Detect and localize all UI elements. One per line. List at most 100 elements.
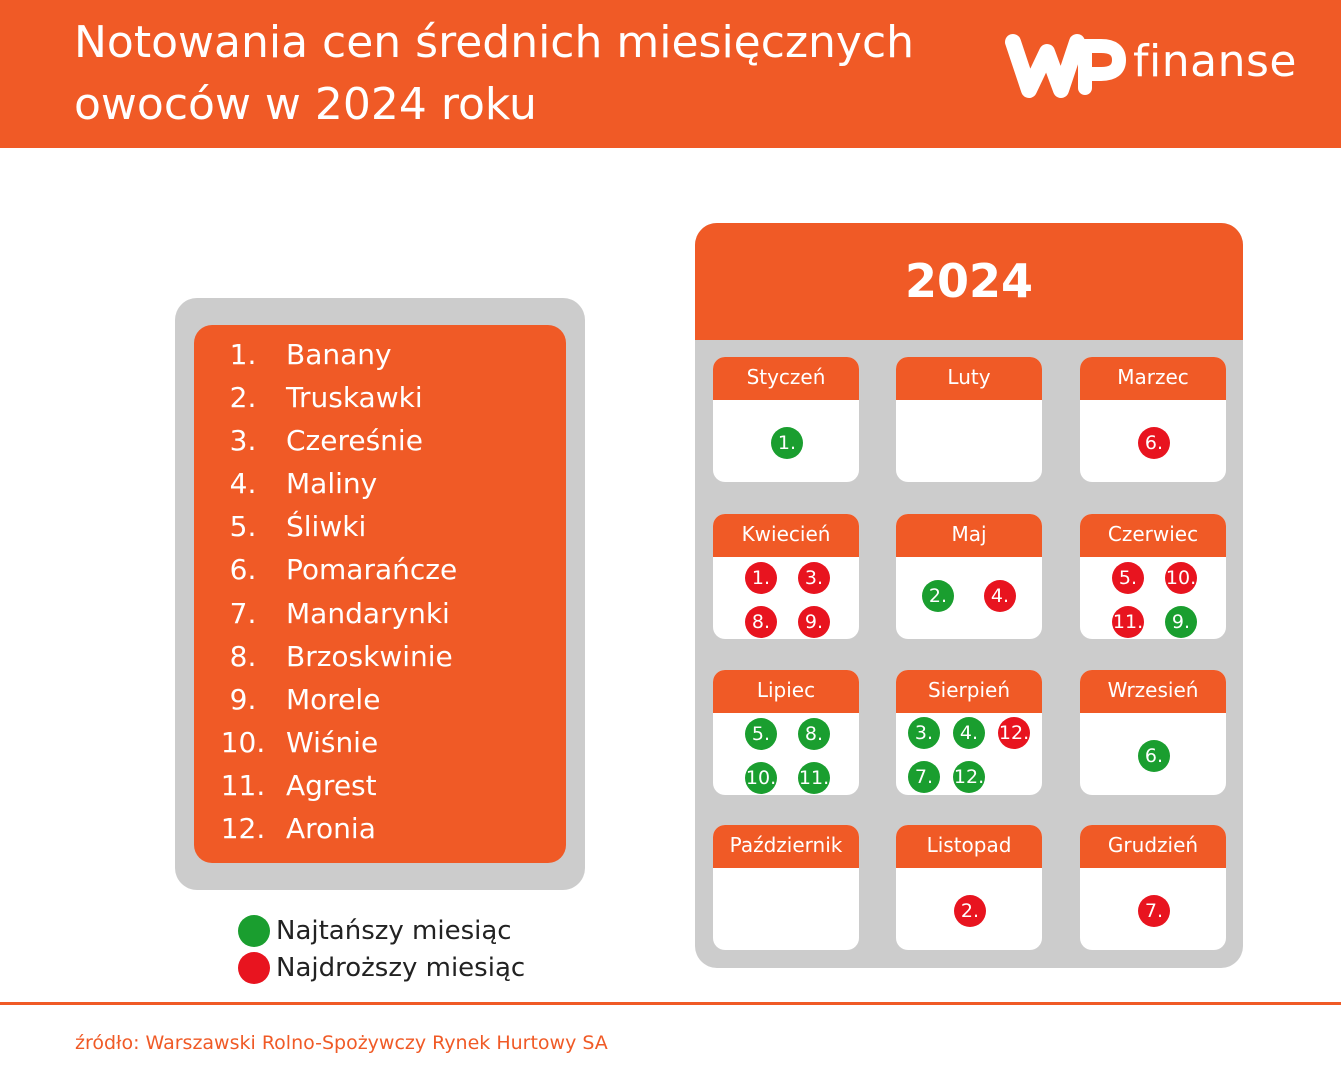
fruit-name: Maliny [286,467,378,500]
month-card: Maj 2. 4. [896,514,1042,639]
cheapest-marker: 9. [1165,606,1197,638]
cheapest-marker: 2. [922,580,954,612]
most-expensive-marker: 3. [798,562,830,594]
fruit-number: 10. [220,726,266,759]
most-expensive-marker: 4. [984,580,1016,612]
month-card: Czerwiec 5. 10. 11. 9. [1080,514,1226,639]
fruit-number: 2. [229,381,257,414]
fruit-item: 11. Agrest [194,764,566,807]
fruit-item: 7. Mandarynki [194,592,566,635]
cheapest-marker: 6. [1138,740,1170,772]
month-name: Sierpień [896,670,1042,713]
fruit-item: 2. Truskawki [194,376,566,419]
most-expensive-marker: 7. [1138,895,1170,927]
calendar: 2024 Styczeń 1. Luty Marzec 6. Kwiecień 1. 3. 8.… [695,223,1243,968]
fruit-number: 12. [220,812,266,845]
month-card: Marzec 6. [1080,357,1226,482]
fruit-name: Brzoskwinie [286,640,453,673]
cheapest-marker: 12. [953,761,985,793]
fruit-name: Aronia [286,812,376,845]
month-name: Czerwiec [1080,514,1226,557]
month-card: Październik [713,825,859,950]
most-expensive-marker: 10. [1165,562,1197,594]
fruit-item: 6. Pomarańcze [194,548,566,591]
fruit-item: 12. Aronia [194,807,566,850]
fruit-item: 3. Czereśnie [194,419,566,462]
cheapest-marker: 1. [771,427,803,459]
header-banner: Notowania cen średnich miesięcznych owoc… [0,0,1341,148]
month-name: Styczeń [713,357,859,400]
most-expensive-marker: 11. [1112,606,1144,638]
fruit-number: 8. [229,640,257,673]
fruit-number: 3. [229,424,257,457]
month-name: Luty [896,357,1042,400]
month-card: Listopad 2. [896,825,1042,950]
cheapest-marker: 4. [953,717,985,749]
month-name: Lipiec [713,670,859,713]
cheapest-marker: 11. [798,762,830,794]
fruit-name: Wiśnie [286,726,379,759]
footer-divider [0,1002,1341,1005]
most-expensive-marker: 6. [1138,427,1170,459]
fruit-number: 5. [229,510,257,543]
most-expensive-marker: 5. [1112,562,1144,594]
fruit-item: 1. Banany [194,333,566,376]
green-dot-icon [238,915,270,947]
month-card: Sierpień 3. 4. 12. 7. 12. [896,670,1042,795]
cheapest-marker: 3. [908,717,940,749]
calendar-year: 2024 [904,254,1034,308]
month-name: Marzec [1080,357,1226,400]
fruit-number: 9. [229,683,257,716]
cheapest-marker: 7. [908,761,940,793]
fruit-number: 7. [229,597,257,630]
most-expensive-marker: 9. [798,606,830,638]
fruit-name: Morele [286,683,381,716]
month-name: Wrzesień [1080,670,1226,713]
month-card: Wrzesień 6. [1080,670,1226,795]
fruit-name: Truskawki [286,381,423,414]
month-card: Styczeń 1. [713,357,859,482]
fruit-name: Czereśnie [286,424,423,457]
fruit-item: 8. Brzoskwinie [194,635,566,678]
month-name: Kwiecień [713,514,859,557]
month-card: Lipiec 5. 8. 10. 11. [713,670,859,795]
title-line-2: owoców w 2024 roku [74,79,537,130]
fruit-name: Banany [286,338,392,371]
page-title: Notowania cen średnich miesięcznych owoc… [74,12,974,136]
fruit-name: Śliwki [286,510,367,543]
fruit-item: 4. Maliny [194,462,566,505]
fruit-name: Mandarynki [286,597,450,630]
month-name: Grudzień [1080,825,1226,868]
wp-logo-icon [1005,34,1126,98]
fruit-list-panel [194,325,566,863]
title-line-1: Notowania cen średnich miesięcznych [74,17,915,68]
month-name: Listopad [896,825,1042,868]
fruit-number: 6. [229,553,257,586]
fruit-number: 4. [229,467,257,500]
red-dot-icon [238,952,270,984]
source-note: źródło: Warszawski Rolno-Spożywczy Rynek… [75,1032,608,1054]
cheapest-marker: 10. [745,762,777,794]
cheapest-marker: 5. [745,718,777,750]
month-name: Maj [896,514,1042,557]
most-expensive-marker: 12. [998,717,1030,749]
most-expensive-marker: 8. [745,606,777,638]
month-card: Grudzień 7. [1080,825,1226,950]
calendar-header: 2024 [695,223,1243,340]
cheapest-marker: 8. [798,718,830,750]
legend-cheapest-label: Najtańszy miesiąc [276,916,512,946]
month-card: Kwiecień 1. 3. 8. 9. [713,514,859,639]
fruit-name: Agrest [286,769,377,802]
fruit-name: Pomarańcze [286,553,458,586]
wp-finanse-logo: finanse [1003,30,1303,104]
fruit-number: 11. [220,769,266,802]
month-card: Luty [896,357,1042,482]
fruit-item: 10. Wiśnie [194,721,566,764]
logo-text: finanse [1133,36,1297,87]
most-expensive-marker: 1. [745,562,777,594]
most-expensive-marker: 2. [954,895,986,927]
month-name: Październik [713,825,859,868]
fruit-item: 9. Morele [194,678,566,721]
fruit-item: 5. Śliwki [194,505,566,548]
fruit-number: 1. [229,338,257,371]
